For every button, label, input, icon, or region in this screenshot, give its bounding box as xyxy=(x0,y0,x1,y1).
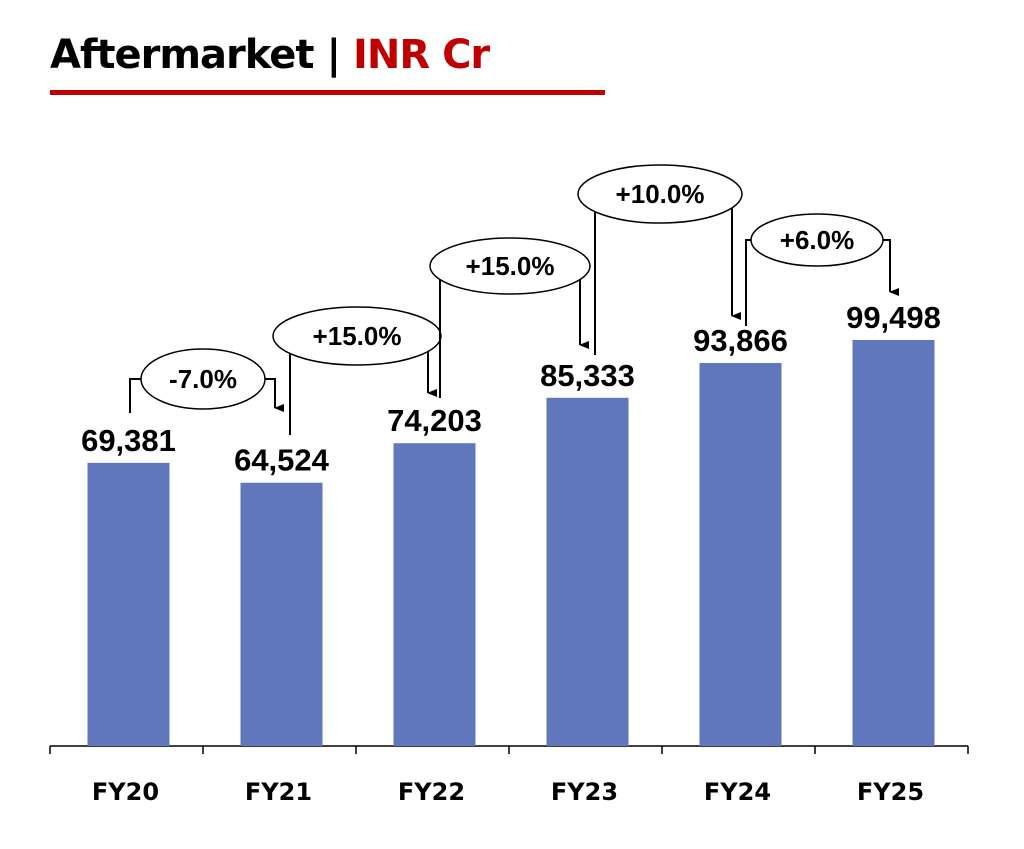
category-label: FY20 xyxy=(92,778,159,806)
bar-fy24 xyxy=(699,362,782,746)
growth-bubble xyxy=(750,213,884,267)
bar-fy23 xyxy=(546,397,629,746)
title-underline xyxy=(50,90,605,95)
growth-connector-left xyxy=(129,378,141,413)
category-label: FY22 xyxy=(398,778,465,806)
growth-arrow-right xyxy=(883,239,899,296)
growth-label: +15.0% xyxy=(466,251,555,281)
growth-bubble xyxy=(429,237,591,295)
growth-label: +15.0% xyxy=(313,321,402,351)
title-unit: INR Cr xyxy=(352,32,490,78)
category-label: FY21 xyxy=(245,778,312,806)
growth-arrow-right xyxy=(731,193,742,320)
data-label: 85,333 xyxy=(540,358,635,393)
growth-label: +6.0% xyxy=(780,225,854,255)
data-label: 93,866 xyxy=(693,323,788,358)
bar-fy22 xyxy=(393,443,476,746)
chart-title: Aftermarket | INR Cr xyxy=(50,32,490,78)
growth-label: -7.0% xyxy=(169,364,237,394)
growth-bubble xyxy=(577,164,743,224)
data-label: 64,524 xyxy=(234,443,330,478)
data-label: 99,498 xyxy=(846,300,941,335)
category-label: FY24 xyxy=(704,778,771,806)
growth-arrow-right xyxy=(265,378,284,412)
bar-fy21 xyxy=(240,482,323,746)
data-label: 69,381 xyxy=(81,423,176,458)
bar-fy20 xyxy=(87,462,170,746)
growth-label: +10.0% xyxy=(616,179,705,209)
growth-bubble xyxy=(140,348,266,410)
growth-connector-left xyxy=(745,239,751,326)
title-text: Aftermarket xyxy=(50,32,315,78)
bar-fy25 xyxy=(852,340,935,746)
data-label: 74,203 xyxy=(387,403,482,438)
category-label: FY25 xyxy=(857,778,924,806)
category-label: FY23 xyxy=(551,778,618,806)
